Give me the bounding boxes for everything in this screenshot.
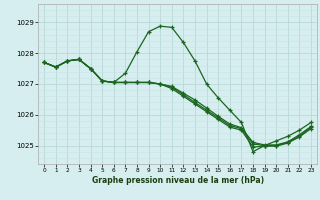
X-axis label: Graphe pression niveau de la mer (hPa): Graphe pression niveau de la mer (hPa) — [92, 176, 264, 185]
